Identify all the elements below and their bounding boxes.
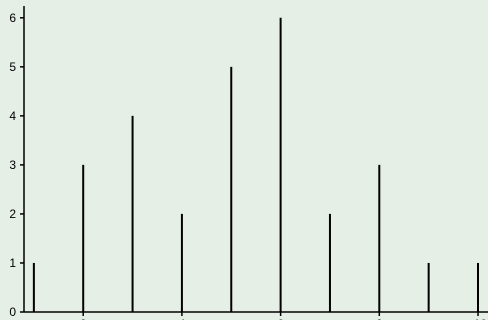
y-ticks: 0 1 2 3 4 5 6 xyxy=(9,11,24,319)
y-tick-label: 0 xyxy=(9,305,16,319)
x-ticks: 2 4 6 8 10 xyxy=(80,312,487,320)
y-tick-label: 2 xyxy=(9,207,16,221)
x-tick-label: 8 xyxy=(376,317,383,320)
x-tick-label: 2 xyxy=(80,317,87,320)
x-tick-label: 6 xyxy=(277,317,284,320)
y-tick-label: 6 xyxy=(9,11,16,25)
y-tick-label: 4 xyxy=(9,109,16,123)
x-tick-label: 10 xyxy=(474,317,488,320)
stems xyxy=(32,17,479,312)
y-tick-label: 3 xyxy=(9,158,16,172)
y-tick-label: 5 xyxy=(9,60,16,74)
y-tick-label: 1 xyxy=(9,256,16,270)
x-tick-label: 4 xyxy=(179,317,186,320)
